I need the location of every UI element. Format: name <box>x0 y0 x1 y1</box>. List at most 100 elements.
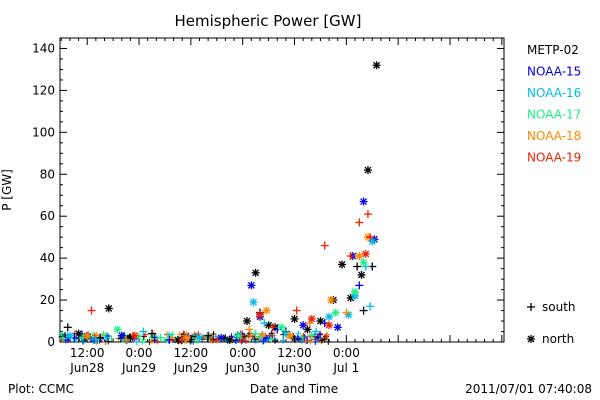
data-point-noaa-18 <box>286 331 295 340</box>
data-point-noaa-17 <box>156 333 165 342</box>
data-point-noaa-19 <box>363 210 372 219</box>
data-point-noaa-16 <box>260 319 269 328</box>
data-point-noaa-19 <box>346 252 355 261</box>
legend-entry-noaa-15: NOAA-15 <box>527 65 581 79</box>
data-point-metp-02 <box>147 329 156 338</box>
data-point-noaa-19 <box>361 249 370 258</box>
data-point-noaa-17 <box>234 331 243 340</box>
legend-entry-metp-02: METP-02 <box>527 43 579 57</box>
plot-frame <box>59 37 505 343</box>
data-point-noaa-16 <box>325 312 334 321</box>
x-tick-date-label: Jun30 <box>277 361 312 375</box>
data-point-noaa-17 <box>350 287 359 296</box>
data-point-noaa-17 <box>331 308 340 317</box>
data-point-noaa-16 <box>249 298 258 307</box>
chart-title: Hemispheric Power [GW] <box>175 12 362 30</box>
legend-entry-noaa-17: NOAA-17 <box>527 108 581 122</box>
data-point-noaa-19 <box>87 306 96 315</box>
data-point-metp-02 <box>225 335 234 344</box>
y-tick-label: 20 <box>40 293 55 307</box>
x-tick-date-label: Jul 1 <box>332 361 359 375</box>
data-point-noaa-17 <box>277 323 286 332</box>
data-point-noaa-19 <box>366 233 375 242</box>
data-point-metp-02 <box>74 329 83 338</box>
x-tick-date-label: Jun30 <box>225 361 260 375</box>
x-tick-date-label: Jun29 <box>173 361 208 375</box>
legend-entry-noaa-19: NOAA-19 <box>527 151 581 165</box>
x-tick-label: 12:00 <box>277 346 312 360</box>
data-point-noaa-19 <box>255 310 264 319</box>
data-point-noaa-18 <box>355 252 364 261</box>
data-point-metp-02 <box>359 306 368 315</box>
x-tick-label: 0:00 <box>229 346 256 360</box>
data-point-noaa-18 <box>83 331 92 340</box>
data-point-metp-02 <box>96 333 105 342</box>
data-point-metp-02 <box>357 270 366 279</box>
y-tick-label: 80 <box>40 167 55 181</box>
data-point-noaa-16 <box>65 331 74 340</box>
data-point-metp-02 <box>290 314 299 323</box>
data-point-metp-02 <box>316 317 325 326</box>
data-point-noaa-19 <box>178 335 187 344</box>
legend-marker-label-south: south <box>542 300 576 314</box>
legend-marker-north <box>527 335 535 343</box>
data-point-noaa-17 <box>251 329 260 338</box>
data-point-noaa-16 <box>195 333 204 342</box>
data-point-noaa-15 <box>165 335 174 344</box>
y-tick-label: 100 <box>32 125 55 139</box>
data-point-metp-02 <box>372 61 381 70</box>
data-point-noaa-15 <box>117 331 126 340</box>
data-point-noaa-16 <box>312 327 321 336</box>
data-point-noaa-15 <box>299 321 308 330</box>
data-point-metp-02 <box>104 304 113 313</box>
data-point-noaa-17 <box>113 325 122 334</box>
data-point-noaa-16 <box>139 327 148 336</box>
y-tick-label: 120 <box>32 83 55 97</box>
data-point-noaa-18 <box>122 335 131 344</box>
plot-credit: Plot: CCMC <box>8 382 74 396</box>
data-point-noaa-15 <box>217 333 226 342</box>
data-point-noaa-17 <box>359 258 368 267</box>
x-tick-label: 0:00 <box>126 346 153 360</box>
data-point-noaa-19 <box>292 306 301 315</box>
legend-marker-label-north: north <box>542 332 574 346</box>
data-point-metp-02 <box>338 260 347 269</box>
data-point-noaa-17 <box>307 331 316 340</box>
data-point-noaa-19 <box>355 218 364 227</box>
data-point-noaa-19 <box>268 323 277 332</box>
data-point-metp-02 <box>251 268 260 277</box>
data-point-noaa-15 <box>355 281 364 290</box>
data-point-noaa-16 <box>366 302 375 311</box>
data-point-noaa-15 <box>247 281 256 290</box>
x-tick-date-label: Jun29 <box>121 361 156 375</box>
legend-entry-noaa-18: NOAA-18 <box>527 129 581 143</box>
data-point-metp-02 <box>363 166 372 175</box>
data-point-noaa-15 <box>333 323 342 332</box>
x-tick-date-label: Jun28 <box>69 361 104 375</box>
x-axis-label: Date and Time <box>250 382 338 396</box>
y-tick-label: 0 <box>47 335 55 349</box>
data-point-metp-02 <box>243 317 252 326</box>
data-point-metp-02 <box>63 323 72 332</box>
data-point-noaa-16 <box>91 335 100 344</box>
y-tick-label: 40 <box>40 251 55 265</box>
data-point-noaa-19 <box>130 331 139 340</box>
x-tick-label: 0:00 <box>333 346 360 360</box>
data-point-metp-02 <box>353 262 362 271</box>
x-tick-label: 12:00 <box>70 346 105 360</box>
data-point-noaa-18 <box>327 296 336 305</box>
data-point-metp-02 <box>204 331 213 340</box>
data-point-noaa-19 <box>325 321 334 330</box>
data-point-noaa-18 <box>245 325 254 334</box>
y-axis-label: P [GW] <box>0 169 14 211</box>
timestamp: 2011/07/01 07:40:08 <box>465 382 592 396</box>
data-point-noaa-18 <box>182 333 191 342</box>
data-point-noaa-19 <box>307 314 316 323</box>
data-point-metp-02 <box>264 321 273 330</box>
y-tick-label: 60 <box>40 209 55 223</box>
data-point-noaa-15 <box>359 197 368 206</box>
data-point-noaa-18 <box>262 306 271 315</box>
y-tick-label: 140 <box>32 41 55 55</box>
data-point-noaa-18 <box>342 308 351 317</box>
